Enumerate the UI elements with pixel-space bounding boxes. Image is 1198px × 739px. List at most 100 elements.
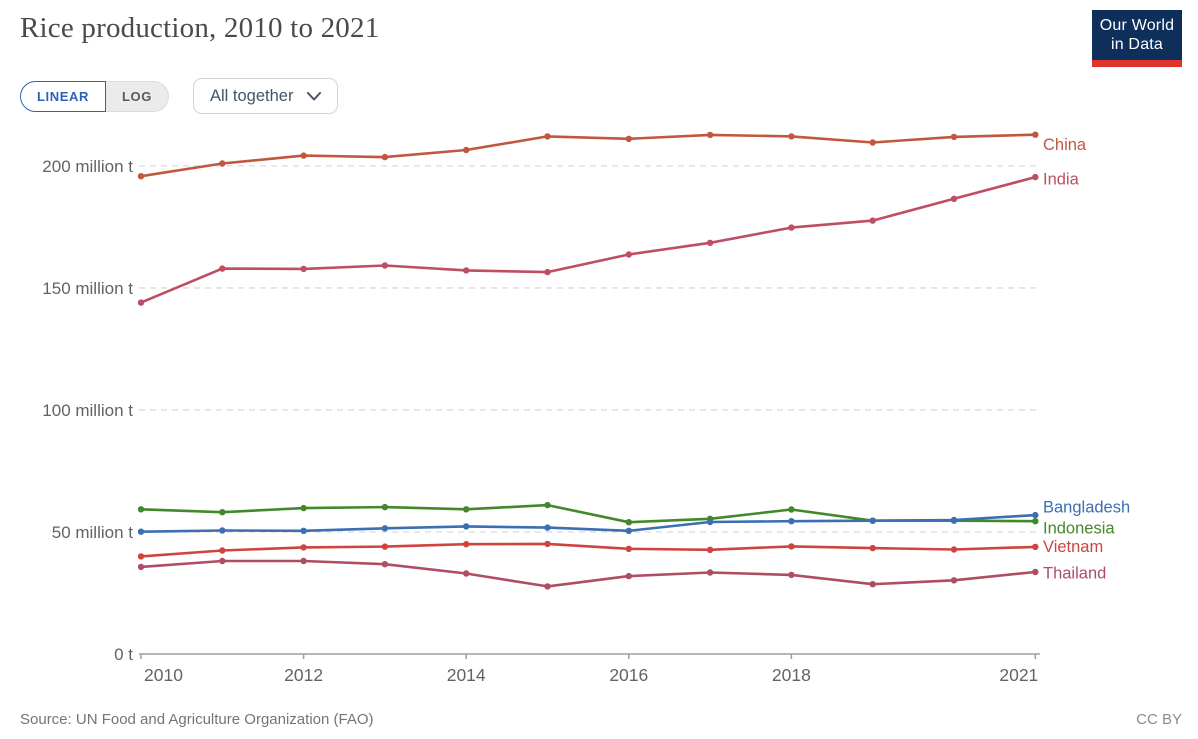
data-point-indonesia-2016[interactable]: [625, 519, 632, 526]
owid-logo[interactable]: Our World in Data: [1092, 10, 1182, 67]
data-point-china-2010[interactable]: [137, 173, 145, 180]
data-point-bangladesh-2010[interactable]: [137, 528, 145, 535]
data-point-bangladesh-2016[interactable]: [625, 527, 632, 534]
entity-selector-value: All together: [209, 86, 294, 105]
data-point-thailand-2012[interactable]: [300, 557, 307, 565]
owid-logo-line2: in Data: [1110, 36, 1164, 53]
series-label-bangladesh[interactable]: Bangladesh: [1043, 498, 1130, 516]
data-point-bangladesh-2020[interactable]: [950, 516, 958, 524]
data-point-bangladesh-2018[interactable]: [788, 518, 795, 525]
data-point-thailand-2019[interactable]: [869, 581, 876, 588]
data-point-china-2012[interactable]: [300, 152, 307, 159]
data-point-bangladesh-2012[interactable]: [300, 527, 307, 534]
y-tick-label: 150 million t: [42, 279, 133, 298]
x-tick-label: 2021: [999, 665, 1038, 685]
log-scale-button[interactable]: LOG: [106, 80, 169, 112]
chevron-down-icon: [307, 91, 322, 100]
data-point-india-2014[interactable]: [463, 267, 470, 274]
x-tick-label: 2016: [609, 665, 648, 685]
license-link[interactable]: CC BY: [1136, 711, 1182, 728]
data-point-vietnam-2015[interactable]: [544, 540, 551, 548]
data-point-vietnam-2012[interactable]: [300, 544, 307, 551]
series-label-china[interactable]: China: [1043, 136, 1087, 154]
x-tick-label: 2010: [144, 665, 183, 685]
data-point-vietnam-2020[interactable]: [950, 546, 958, 553]
data-point-india-2021[interactable]: [1032, 173, 1039, 181]
linear-scale-button[interactable]: LINEAR: [20, 80, 106, 112]
data-point-thailand-2017[interactable]: [706, 569, 714, 576]
series-label-indonesia[interactable]: Indonesia: [1043, 520, 1115, 538]
y-tick-label: 200 million t: [42, 157, 133, 176]
data-point-thailand-2016[interactable]: [625, 572, 632, 580]
entity-selector-dropdown[interactable]: All together: [192, 78, 339, 114]
data-point-vietnam-2017[interactable]: [706, 546, 714, 553]
data-point-vietnam-2016[interactable]: [625, 545, 632, 552]
data-point-china-2013[interactable]: [381, 153, 389, 161]
data-point-indonesia-2018[interactable]: [788, 506, 795, 513]
series-label-thailand[interactable]: Thailand: [1043, 564, 1106, 582]
data-point-india-2012[interactable]: [300, 265, 307, 273]
data-point-bangladesh-2011[interactable]: [219, 527, 226, 534]
data-point-india-2016[interactable]: [625, 251, 632, 258]
data-point-vietnam-2018[interactable]: [788, 543, 795, 550]
chart-controls: LINEAR LOG All together: [20, 78, 339, 114]
data-point-china-2011[interactable]: [219, 160, 226, 167]
data-point-india-2017[interactable]: [706, 239, 714, 246]
x-tick-label: 2012: [284, 665, 323, 685]
x-tick-label: 2014: [447, 665, 486, 685]
data-point-india-2019[interactable]: [869, 217, 876, 224]
data-point-indonesia-2012[interactable]: [300, 504, 307, 512]
data-point-bangladesh-2013[interactable]: [381, 525, 389, 532]
data-point-vietnam-2019[interactable]: [869, 544, 876, 552]
data-point-bangladesh-2019[interactable]: [869, 517, 876, 524]
data-point-china-2019[interactable]: [869, 139, 876, 146]
series-label-india[interactable]: India: [1043, 170, 1080, 188]
data-point-thailand-2018[interactable]: [788, 571, 795, 579]
data-point-indonesia-2021[interactable]: [1032, 518, 1039, 525]
data-point-bangladesh-2017[interactable]: [706, 518, 714, 526]
data-point-thailand-2013[interactable]: [381, 561, 389, 568]
data-point-thailand-2020[interactable]: [950, 577, 958, 584]
data-point-indonesia-2010[interactable]: [137, 506, 145, 513]
data-point-bangladesh-2021[interactable]: [1032, 511, 1039, 519]
data-point-thailand-2010[interactable]: [137, 563, 145, 571]
x-tick-label: 2018: [772, 665, 811, 685]
data-point-thailand-2011[interactable]: [219, 557, 226, 565]
data-point-india-2015[interactable]: [544, 268, 551, 276]
data-point-indonesia-2014[interactable]: [463, 506, 470, 513]
data-point-india-2020[interactable]: [950, 195, 958, 202]
data-point-vietnam-2013[interactable]: [381, 543, 389, 550]
series-line-vietnam: [139, 542, 1037, 558]
data-point-india-2010[interactable]: [137, 299, 145, 306]
data-point-thailand-2015[interactable]: [544, 583, 551, 590]
data-point-china-2018[interactable]: [788, 133, 795, 140]
y-tick-label: 0 t: [114, 645, 133, 664]
data-point-india-2011[interactable]: [219, 265, 226, 272]
data-point-bangladesh-2014[interactable]: [463, 523, 470, 530]
data-point-china-2014[interactable]: [463, 146, 470, 154]
data-point-indonesia-2011[interactable]: [219, 509, 226, 516]
data-point-vietnam-2011[interactable]: [219, 547, 226, 554]
data-point-china-2020[interactable]: [950, 133, 958, 141]
data-point-china-2016[interactable]: [625, 135, 632, 142]
data-point-vietnam-2021[interactable]: [1032, 543, 1039, 551]
owid-logo-text: Our World in Data: [1092, 10, 1182, 60]
data-point-thailand-2014[interactable]: [463, 570, 470, 577]
data-point-china-2021[interactable]: [1032, 131, 1039, 138]
chart-footer: Source: UN Food and Agriculture Organiza…: [20, 711, 1182, 728]
data-point-vietnam-2014[interactable]: [463, 541, 470, 548]
data-point-indonesia-2015[interactable]: [544, 501, 551, 509]
data-point-india-2013[interactable]: [381, 262, 389, 269]
data-point-thailand-2021[interactable]: [1032, 568, 1039, 576]
data-point-china-2015[interactable]: [544, 133, 551, 140]
data-point-india-2018[interactable]: [788, 224, 795, 231]
data-point-vietnam-2010[interactable]: [137, 553, 145, 560]
series-line-china: [139, 133, 1037, 178]
series-line-thailand: [139, 559, 1037, 588]
data-point-china-2017[interactable]: [706, 131, 714, 139]
data-point-bangladesh-2015[interactable]: [544, 524, 551, 531]
series-label-vietnam[interactable]: Vietnam: [1043, 538, 1103, 556]
data-point-indonesia-2013[interactable]: [381, 503, 389, 511]
source-text: Source: UN Food and Agriculture Organiza…: [20, 711, 374, 728]
